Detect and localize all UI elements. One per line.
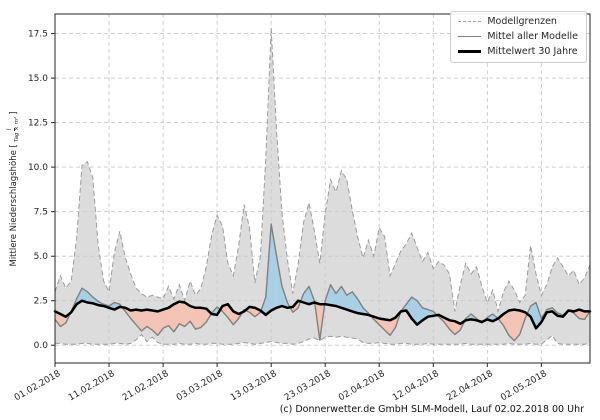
- fill-below-normal: [173, 301, 180, 332]
- gray-line-sample-icon: [458, 36, 482, 38]
- legend-label: Modellgrenzen: [487, 16, 557, 27]
- y-tick-label: 10.0: [28, 163, 48, 173]
- model-mean-line: [54, 223, 591, 342]
- fill-above-normal: [276, 256, 282, 308]
- fill-above-normal: [271, 224, 277, 311]
- fill-below-normal: [249, 306, 255, 317]
- x-tick-label: 03.03.2018: [175, 369, 225, 404]
- y-axis-label-suffix: ]: [9, 111, 19, 115]
- x-tick-label: 02.05.2018: [499, 369, 549, 404]
- fill-below-normal: [222, 304, 228, 318]
- fill-above-normal: [87, 291, 93, 304]
- model-band-upper-edge: [54, 28, 591, 314]
- fill-below-normal: [449, 320, 455, 335]
- fill-above-normal: [82, 288, 88, 303]
- y-tick-label: 7.5: [34, 207, 48, 217]
- black-line-sample-icon: [458, 50, 482, 54]
- fill-below-normal: [163, 307, 169, 329]
- fill-above-normal: [341, 286, 347, 310]
- fill-above-normal: [357, 298, 363, 314]
- legend-label: Mittel aller Modelle: [487, 30, 578, 42]
- fill-above-normal: [346, 291, 353, 312]
- fill-below-normal: [55, 311, 61, 327]
- y-tick-label: 5.0: [34, 252, 49, 262]
- fill-above-normal: [303, 286, 309, 305]
- legend-label: Mittelwert 30 Jahre: [487, 45, 578, 57]
- x-tick-label: 22.04.2018: [445, 369, 495, 404]
- model-band-lower-edge: [55, 333, 591, 345]
- fill-below-normal: [195, 307, 201, 330]
- y-axis-unit-fraction: l Tag × m²: [6, 116, 21, 143]
- fill-below-normal: [152, 310, 158, 336]
- fill-below-normal: [390, 317, 396, 336]
- unit-denominator: Tag × m²: [14, 116, 21, 143]
- fill-below-normal: [130, 309, 137, 325]
- fill-below-normal: [514, 309, 520, 341]
- axes-spines: [54, 13, 591, 364]
- legend-item-mittelwert-30-jahre: Mittelwert 30 Jahre: [458, 46, 578, 58]
- x-tick-label: 13.03.2018: [229, 369, 279, 404]
- x-tick-label: 01.02.2018: [13, 369, 63, 404]
- fill-above-normal: [530, 302, 536, 329]
- y-tick-label: 12.5: [28, 118, 48, 128]
- y-axis-label: Mittlere Niederschlagshöhe [l Tag × m²]: [6, 64, 22, 314]
- fill-below-normal: [508, 309, 515, 341]
- model-band-fill: [55, 28, 590, 345]
- dashed-line-sample-icon: [458, 21, 482, 23]
- y-tick-label: 15.0: [28, 74, 48, 84]
- fill-above-normal: [411, 297, 418, 325]
- fill-below-normal: [227, 304, 234, 325]
- x-tick-label: 11.02.2018: [67, 369, 117, 404]
- fill-below-normal: [141, 309, 147, 331]
- legend: Modellgrenzen Mittel aller Modelle Mitte…: [450, 11, 587, 63]
- x-tick-label: 21.02.2018: [121, 369, 171, 404]
- fill-above-normal: [336, 286, 342, 308]
- fill-below-normal: [190, 306, 196, 330]
- fill-below-normal: [503, 310, 509, 336]
- fill-below-normal: [179, 301, 185, 327]
- x-tick-label: 12.04.2018: [391, 369, 441, 404]
- legend-item-mittel-aller-modelle: Mittel aller Modelle: [458, 31, 578, 43]
- copyright-footer: (c) Donnerwetter.de GmbH SLM-Modell, Lau…: [279, 404, 584, 415]
- x-tick-label: 02.04.2018: [337, 369, 387, 404]
- y-axis-label-prefix: Mittlere Niederschlagshöhe [: [9, 144, 19, 267]
- fill-below-normal: [184, 302, 191, 327]
- fill-below-normal: [168, 304, 174, 332]
- fill-below-normal: [379, 318, 385, 331]
- fill-above-normal: [330, 284, 336, 306]
- y-tick-label: 17.5: [28, 29, 48, 39]
- y-tick-label: 2.5: [34, 297, 48, 307]
- fill-below-normal: [146, 309, 153, 331]
- x-tick-label: 23.03.2018: [283, 369, 333, 404]
- legend-item-modellgrenzen: Modellgrenzen: [458, 16, 578, 28]
- mean-30y-line: [53, 299, 592, 330]
- y-tick-label: 0.0: [34, 341, 49, 351]
